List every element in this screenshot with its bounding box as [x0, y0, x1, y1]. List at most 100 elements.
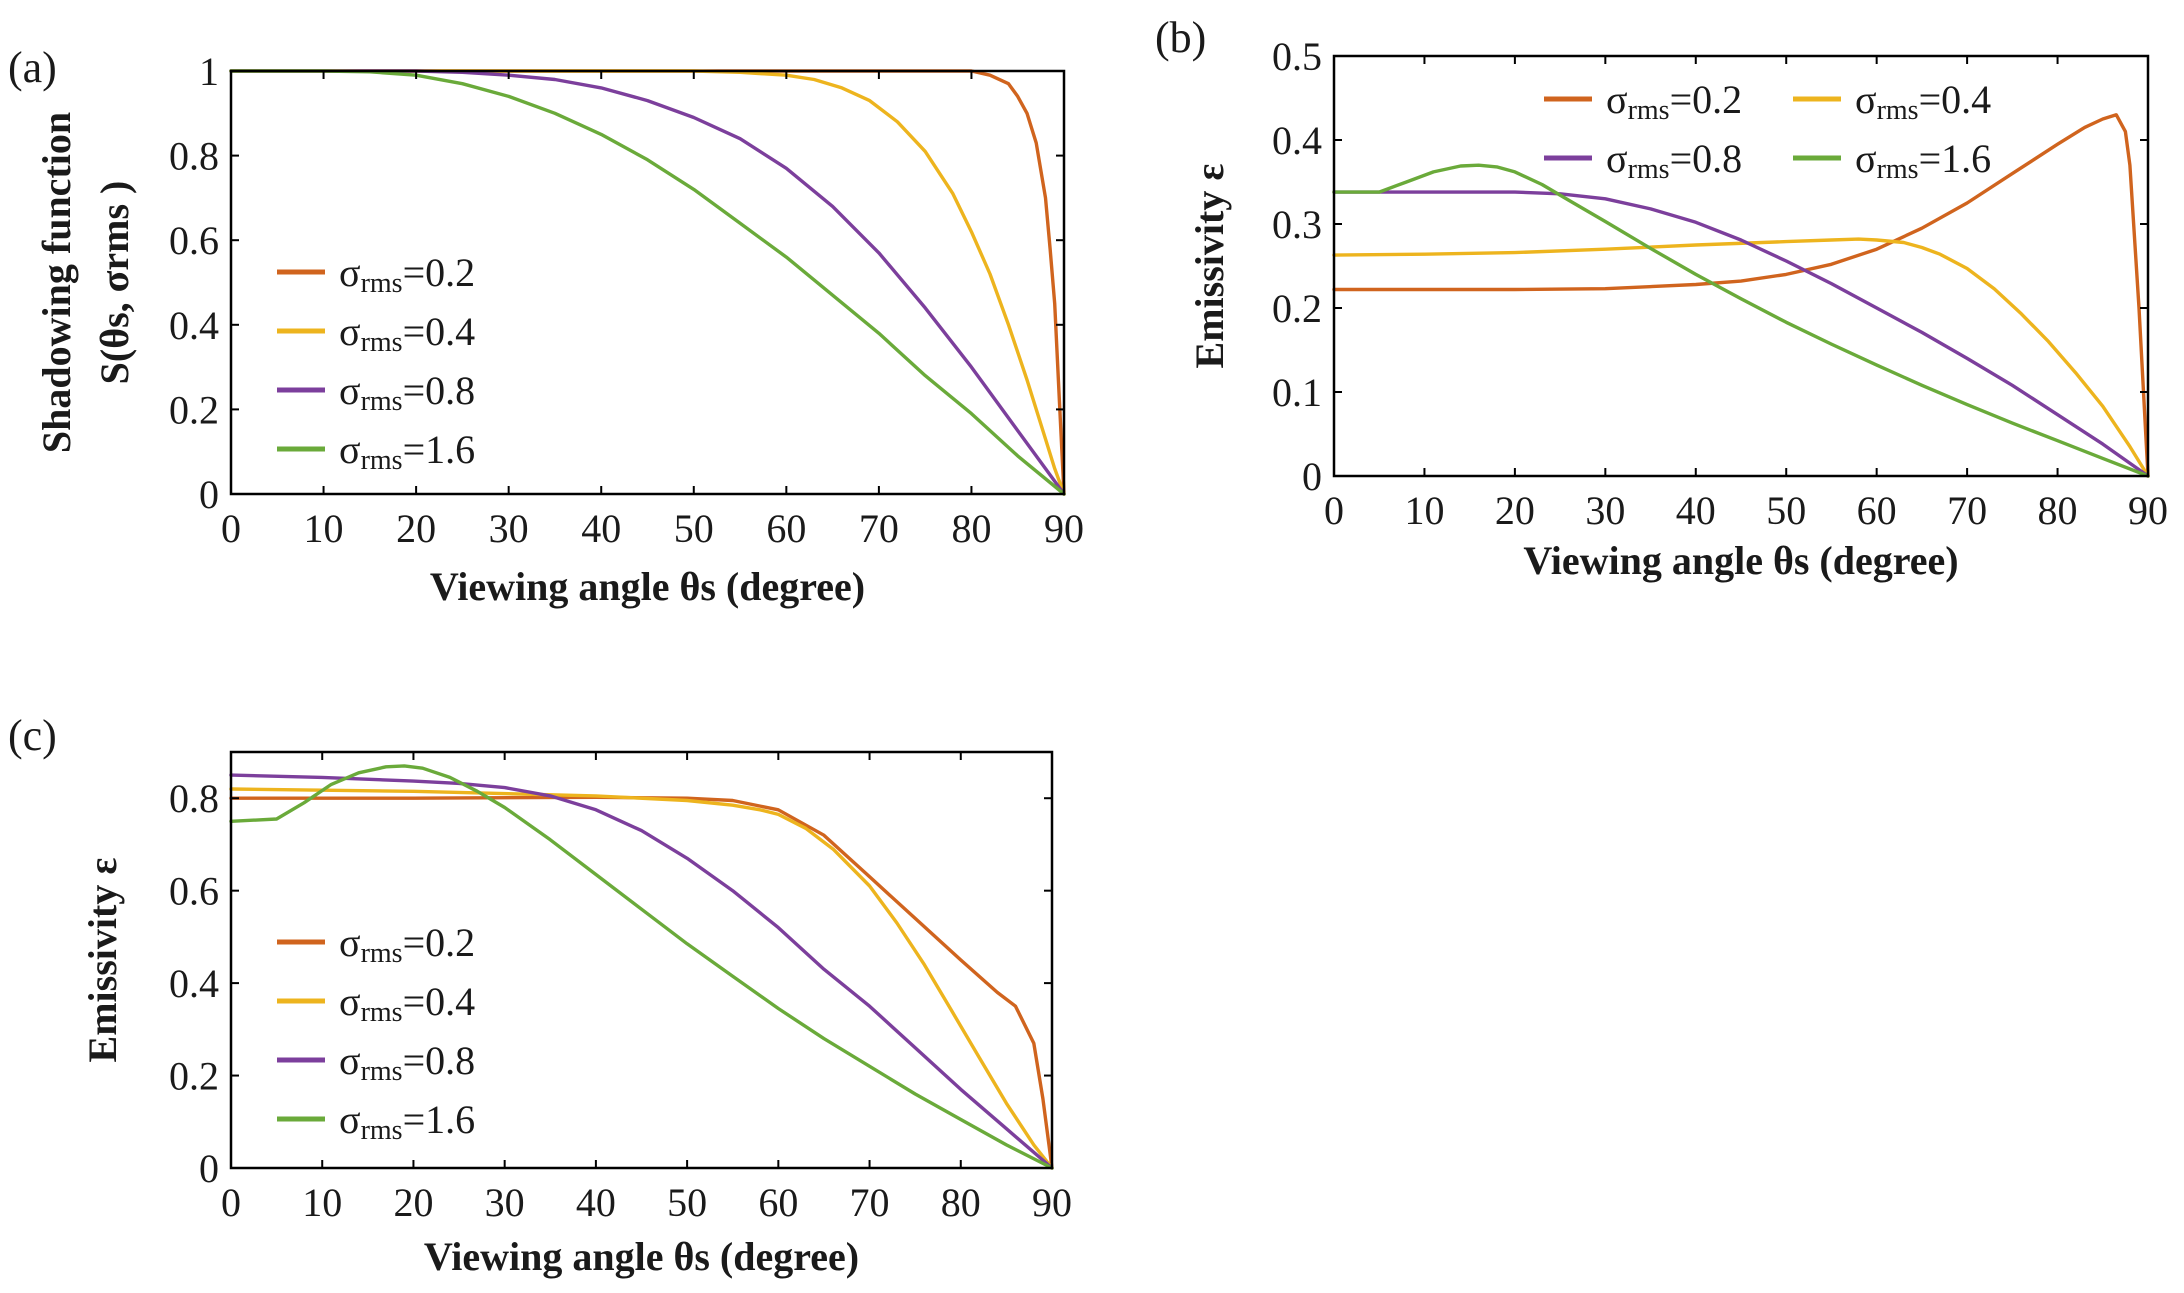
y-tick-label: 0.2 [169, 1054, 219, 1099]
x-tick-label: 60 [1857, 488, 1897, 533]
legend-label-s08: σrms=0.8 [339, 368, 475, 417]
x-tick-label: 20 [396, 506, 436, 551]
legend-sigma: σ [339, 920, 361, 965]
legend-value: =0.2 [1670, 77, 1743, 122]
series-line-s04 [1332, 237, 2150, 478]
legend-value: =0.8 [1670, 136, 1743, 181]
y-tick-label: 0.4 [169, 303, 219, 348]
legend-sigma: σ [1606, 136, 1628, 181]
x-tick-label: 40 [581, 506, 621, 551]
legend-subscript: rms [1628, 95, 1670, 126]
x-axis-title: Viewing angle θs (degree) [1523, 538, 1958, 583]
y-axis-title-line2: S(θs, σrms ) [92, 181, 137, 385]
series-line-s16 [1332, 163, 2150, 478]
legend-subscript: rms [361, 327, 403, 358]
x-tick-label: 90 [1044, 506, 1084, 551]
legend-label-s04: σrms=0.4 [339, 979, 475, 1028]
legend-label-s16: σrms=1.6 [339, 1097, 475, 1146]
x-tick-label: 70 [1947, 488, 1987, 533]
panel-label: (a) [8, 43, 57, 92]
x-tick-label: 30 [485, 1180, 525, 1225]
x-tick-label: 0 [221, 1180, 241, 1225]
legend-sigma: σ [339, 1038, 361, 1083]
legend-value: =0.4 [403, 309, 476, 354]
legend-sigma: σ [339, 1097, 361, 1142]
x-tick-label: 60 [758, 1180, 798, 1225]
legend-value: =0.2 [403, 920, 476, 965]
legend-label-s02: σrms=0.2 [1606, 77, 1742, 126]
series-line-s08 [229, 773, 1054, 1170]
x-tick-label: 40 [576, 1180, 616, 1225]
plot-frame [1332, 54, 2150, 478]
x-axis-title: Viewing angle θs (degree) [424, 1234, 859, 1279]
panel-label: (b) [1155, 13, 1206, 62]
y-tick-label: 0.4 [169, 961, 219, 1006]
x-tick-label: 10 [302, 1180, 342, 1225]
y-tick-label: 0.6 [169, 218, 219, 263]
legend-label-s02: σrms=0.2 [339, 250, 475, 299]
x-tick-label: 30 [489, 506, 529, 551]
y-axis-title: Emissivity ε [80, 858, 125, 1063]
y-axis-title: Shadowing function [34, 112, 79, 453]
legend-label-s16: σrms=1.6 [339, 427, 475, 476]
legend-sigma: σ [339, 368, 361, 413]
legend-label-s04: σrms=0.4 [339, 309, 475, 358]
y-tick-label: 0 [1302, 454, 1322, 499]
panel-a: (a) 0 10 20 30 40 50 60 70 80 90 0 0.2 0.4 0.6 0.8 1 View… [8, 43, 1084, 609]
legend-subscript: rms [361, 1115, 403, 1146]
legend-subscript: rms [361, 938, 403, 969]
x-tick-label: 90 [2128, 488, 2168, 533]
legend-sigma: σ [1606, 77, 1628, 122]
series-line-s04 [229, 787, 1054, 1170]
legend-sigma: σ [339, 309, 361, 354]
plot-frame [229, 69, 1066, 496]
legend-sigma: σ [339, 250, 361, 295]
x-tick-label: 20 [393, 1180, 433, 1225]
legend-value: =0.4 [403, 979, 476, 1024]
y-tick-label: 0.1 [1272, 370, 1322, 415]
panel-b: (b) 0 10 20 30 40 50 60 70 80 90 0 0.1 0.2 0.3 0.4 0.5 Vi… [1155, 13, 2168, 583]
legend-label-s08: σrms=0.8 [339, 1038, 475, 1087]
x-tick-label: 40 [1676, 488, 1716, 533]
y-tick-label: 0 [199, 1146, 219, 1191]
legend-sigma: σ [339, 979, 361, 1024]
x-tick-label: 60 [766, 506, 806, 551]
legend-value: =1.6 [403, 427, 476, 472]
x-tick-label: 50 [674, 506, 714, 551]
legend-value: =1.6 [403, 1097, 476, 1142]
y-tick-label: 0.8 [169, 134, 219, 179]
series-line-s02 [1332, 113, 2150, 478]
legend-sigma: σ [1855, 77, 1877, 122]
x-tick-label: 10 [1404, 488, 1444, 533]
legend-label-s02: σrms=0.2 [339, 920, 475, 969]
x-tick-label: 80 [941, 1180, 981, 1225]
legend-subscript: rms [361, 268, 403, 299]
y-tick-label: 0.6 [169, 869, 219, 914]
x-axis-title: Viewing angle θs (degree) [430, 564, 865, 609]
x-tick-label: 50 [1766, 488, 1806, 533]
series-line-s16 [229, 69, 1066, 496]
panel-c: (c) 0 10 20 30 40 50 60 70 80 90 0 0.2 0.4 0.6 0.8 Viewi… [8, 711, 1072, 1279]
legend-subscript: rms [361, 386, 403, 417]
y-tick-label: 0.5 [1272, 34, 1322, 79]
legend-subscript: rms [361, 997, 403, 1028]
legend-subscript: rms [1877, 154, 1919, 185]
legend-sigma: σ [339, 427, 361, 472]
x-tick-label: 10 [304, 506, 344, 551]
y-axis-title: Emissivity ε [1187, 164, 1232, 369]
series-line-s16 [229, 764, 1054, 1170]
x-tick-label: 80 [2038, 488, 2078, 533]
legend-subscript: rms [361, 445, 403, 476]
legend-value: =0.2 [403, 250, 476, 295]
x-tick-label: 50 [667, 1180, 707, 1225]
y-tick-label: 0 [199, 472, 219, 517]
y-tick-label: 0.2 [1272, 286, 1322, 331]
plot-frame [229, 750, 1054, 1170]
legend-sigma: σ [1855, 136, 1877, 181]
x-tick-label: 70 [859, 506, 899, 551]
x-tick-label: 30 [1585, 488, 1625, 533]
y-tick-label: 0.3 [1272, 202, 1322, 247]
